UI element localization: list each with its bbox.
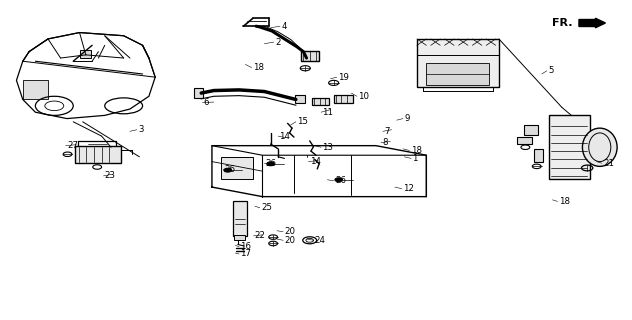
Bar [301, 51, 319, 61]
Bar [417, 39, 499, 87]
Bar [234, 235, 245, 240]
Text: 16: 16 [240, 242, 252, 251]
Text: 23: 23 [105, 172, 116, 180]
Bar [334, 95, 353, 103]
Text: 7: 7 [384, 127, 389, 136]
Bar [533, 149, 543, 162]
Text: 17: 17 [240, 250, 252, 259]
Text: 26: 26 [265, 159, 277, 168]
Text: 20: 20 [284, 236, 296, 245]
Bar [312, 98, 329, 105]
Text: 26: 26 [335, 176, 346, 185]
Circle shape [267, 162, 274, 166]
Bar [233, 201, 246, 236]
Bar [23, 80, 48, 100]
Text: 20: 20 [284, 227, 296, 236]
Text: 14: 14 [310, 157, 320, 166]
Bar [75, 146, 121, 163]
Text: 5: 5 [548, 66, 554, 75]
Circle shape [335, 178, 343, 182]
Text: 4: 4 [281, 22, 287, 31]
Text: 9: 9 [404, 114, 410, 123]
Ellipse shape [583, 128, 617, 166]
FancyArrow shape [579, 18, 605, 28]
Text: 25: 25 [261, 203, 272, 212]
Text: 1: 1 [413, 154, 418, 163]
Bar [427, 63, 489, 85]
Circle shape [224, 168, 231, 172]
Text: 3: 3 [138, 125, 143, 134]
Text: 10: 10 [358, 92, 369, 101]
Text: 2: 2 [275, 38, 281, 47]
Text: 14: 14 [279, 132, 291, 140]
Text: 22: 22 [255, 231, 266, 240]
Bar [516, 137, 532, 144]
Text: 18: 18 [559, 197, 570, 206]
Bar [295, 95, 305, 103]
Text: 18: 18 [411, 146, 422, 155]
Bar [80, 50, 91, 58]
Text: FR.: FR. [552, 18, 573, 28]
Text: 13: 13 [322, 143, 333, 152]
Text: 26: 26 [224, 165, 236, 174]
Text: 24: 24 [315, 236, 325, 245]
Bar [524, 125, 538, 134]
Bar [193, 88, 203, 98]
Text: 12: 12 [403, 184, 414, 193]
Bar [549, 116, 590, 179]
Bar [221, 157, 253, 179]
Text: 27: 27 [67, 141, 78, 150]
Text: 19: 19 [338, 73, 349, 82]
Text: 8: 8 [382, 138, 387, 147]
Text: 15: 15 [297, 117, 308, 126]
Text: 6: 6 [204, 98, 209, 107]
Text: 18: 18 [253, 63, 264, 72]
Text: 11: 11 [322, 108, 333, 117]
Text: 21: 21 [603, 159, 614, 168]
